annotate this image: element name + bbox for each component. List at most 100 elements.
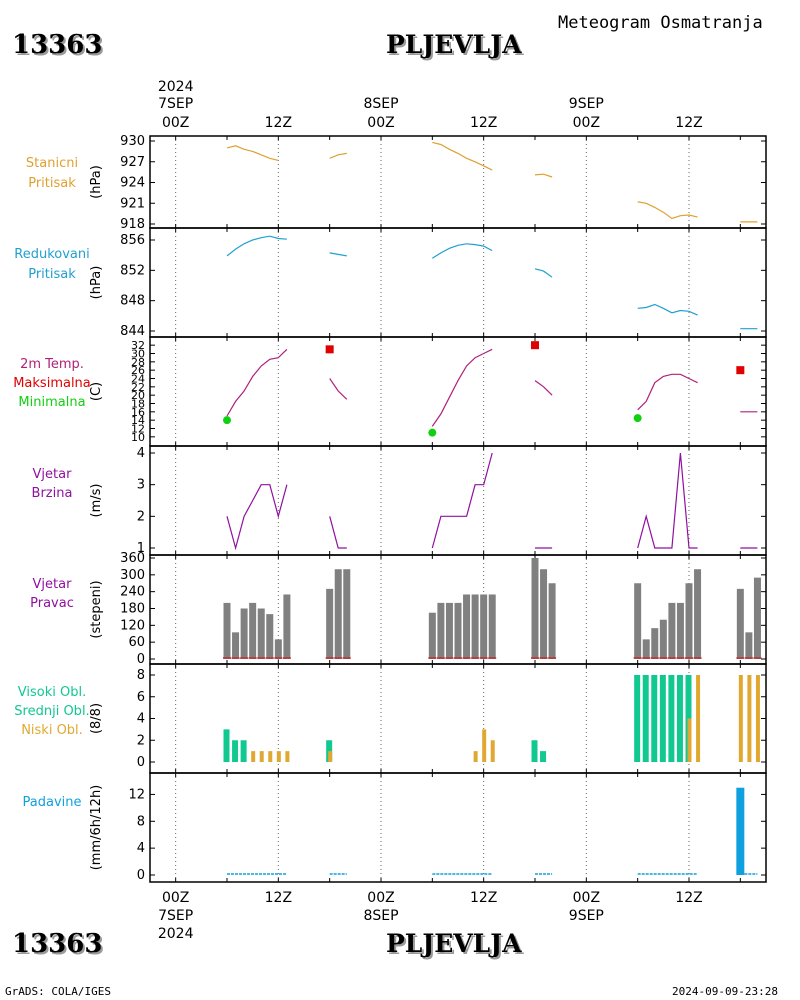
cloud-low-bar (490, 740, 495, 762)
y-tick-label: 24 (131, 373, 145, 386)
series-line (637, 303, 698, 316)
series-line (226, 484, 288, 551)
tmax-marker (325, 345, 334, 354)
direction-bar (249, 602, 257, 659)
station-name-bottom: PLJEVLJA (386, 929, 522, 958)
direction-bar (531, 558, 539, 659)
y-tick-label: 22 (131, 381, 145, 394)
timestamp-label: 2024-09-09-23:28 (672, 985, 778, 998)
y-tick-label: 12 (128, 787, 145, 802)
panel-title-line: Minimalna (18, 395, 85, 410)
cloud-high-bar (676, 675, 683, 762)
direction-bar (694, 569, 702, 659)
direction-bar (445, 602, 453, 659)
direction-bar (488, 594, 496, 659)
direction-bar (668, 602, 676, 659)
y-tick-label: 0 (137, 755, 145, 770)
top-hour-label: 00Z (162, 115, 189, 131)
series-line (329, 152, 347, 159)
panel-frame (149, 445, 767, 556)
panel-title-line: Visoki Obl. (18, 685, 86, 700)
cloud-low-bar (482, 729, 487, 762)
y-tick-label: 60 (128, 635, 145, 650)
unit-label: (hPa) (89, 266, 104, 300)
y-tick-label: 0 (137, 652, 145, 667)
unit-label: (mm/6h/12h) (89, 785, 104, 871)
y-tick-label: 10 (131, 431, 145, 444)
cloud-high-bar (240, 740, 247, 762)
y-tick-label: 6 (137, 690, 145, 705)
y-tick-label: 927 (120, 155, 145, 170)
tmin-marker (223, 416, 231, 425)
direction-bar (745, 632, 753, 659)
series-line (534, 380, 553, 396)
panel-reduced_pressure (149, 227, 767, 338)
series-line (226, 235, 287, 257)
direction-bar (266, 614, 274, 659)
panel-title-line: Vjetar (33, 577, 73, 592)
y-tick-label: 300 (120, 568, 145, 583)
y-tick-label: 28 (131, 356, 145, 369)
direction-bar (753, 577, 761, 659)
tmax-marker (531, 341, 539, 350)
credit-label: GrADS: COLA/IGES (5, 985, 111, 998)
y-tick-label: 26 (131, 364, 145, 377)
station-name-top: PLJEVLJA (386, 30, 522, 59)
panel-frame (149, 135, 767, 229)
cloud-low-bar (251, 751, 256, 762)
top-year-label: 2024 (158, 79, 194, 95)
cloud-high-bar (634, 675, 641, 762)
panel-title-line: Pritisak (28, 267, 76, 282)
bottom-year-label: 2024 (158, 926, 194, 942)
series-line (534, 268, 553, 278)
y-tick-label: 8 (137, 814, 145, 829)
unit-label: (stepeni) (89, 580, 104, 638)
panel-title-line: Brzina (32, 486, 73, 501)
y-tick-label: 921 (120, 196, 145, 211)
direction-bar (471, 594, 479, 659)
panel-title-line: Stanicni (26, 156, 78, 171)
panel-wind_speed (149, 445, 767, 556)
y-tick-label: 844 (120, 324, 145, 339)
panel-title-line: Pravac (30, 596, 74, 611)
direction-bar (659, 619, 667, 659)
top-hour-label: 12Z (470, 115, 497, 131)
cloud-high-bar (540, 751, 547, 762)
direction-bar (676, 602, 684, 659)
top-hour-label: 00Z (367, 115, 394, 131)
direction-bar (326, 588, 334, 659)
station-id-bottom: 13363 (12, 929, 103, 959)
panel-title-line: Padavine (23, 795, 82, 810)
cloud-high-bar (668, 675, 675, 762)
y-tick-label: 2 (137, 733, 145, 748)
direction-bar (651, 628, 659, 659)
direction-bar (642, 639, 650, 659)
direction-bar (257, 608, 265, 659)
y-tick-label: 924 (120, 176, 145, 191)
panel-title-line: Redukovani (14, 247, 89, 262)
unit-label: (C) (89, 382, 104, 401)
direction-bar (223, 602, 231, 659)
panel-precipitation (149, 772, 767, 883)
y-tick-label: 0 (137, 868, 145, 883)
y-tick-label: 3 (137, 478, 145, 493)
unit-label: (8/8) (89, 703, 104, 734)
series-line (637, 452, 698, 549)
cloud-low-bar (473, 751, 478, 762)
bottom-hour-label: 00Z (162, 890, 189, 906)
bottom-hour-label: 00Z (367, 890, 394, 906)
y-tick-label: 2 (137, 509, 145, 524)
series-line (637, 373, 698, 411)
top-date-label: 7SEP (158, 96, 193, 112)
cloud-low-bar (328, 751, 333, 762)
panel-title-line: Vjetar (33, 467, 73, 482)
panel-clouds (149, 663, 767, 774)
tmin-marker (428, 428, 437, 437)
panel-title-line: 2m Temp. (20, 357, 84, 372)
direction-bar (463, 594, 471, 659)
cloud-low-bar (755, 675, 760, 762)
bottom-hour-label: 00Z (573, 890, 600, 906)
y-tick-label: 4 (137, 841, 145, 856)
cloud-high-bar (651, 675, 658, 762)
cloud-high-bar (223, 729, 230, 762)
